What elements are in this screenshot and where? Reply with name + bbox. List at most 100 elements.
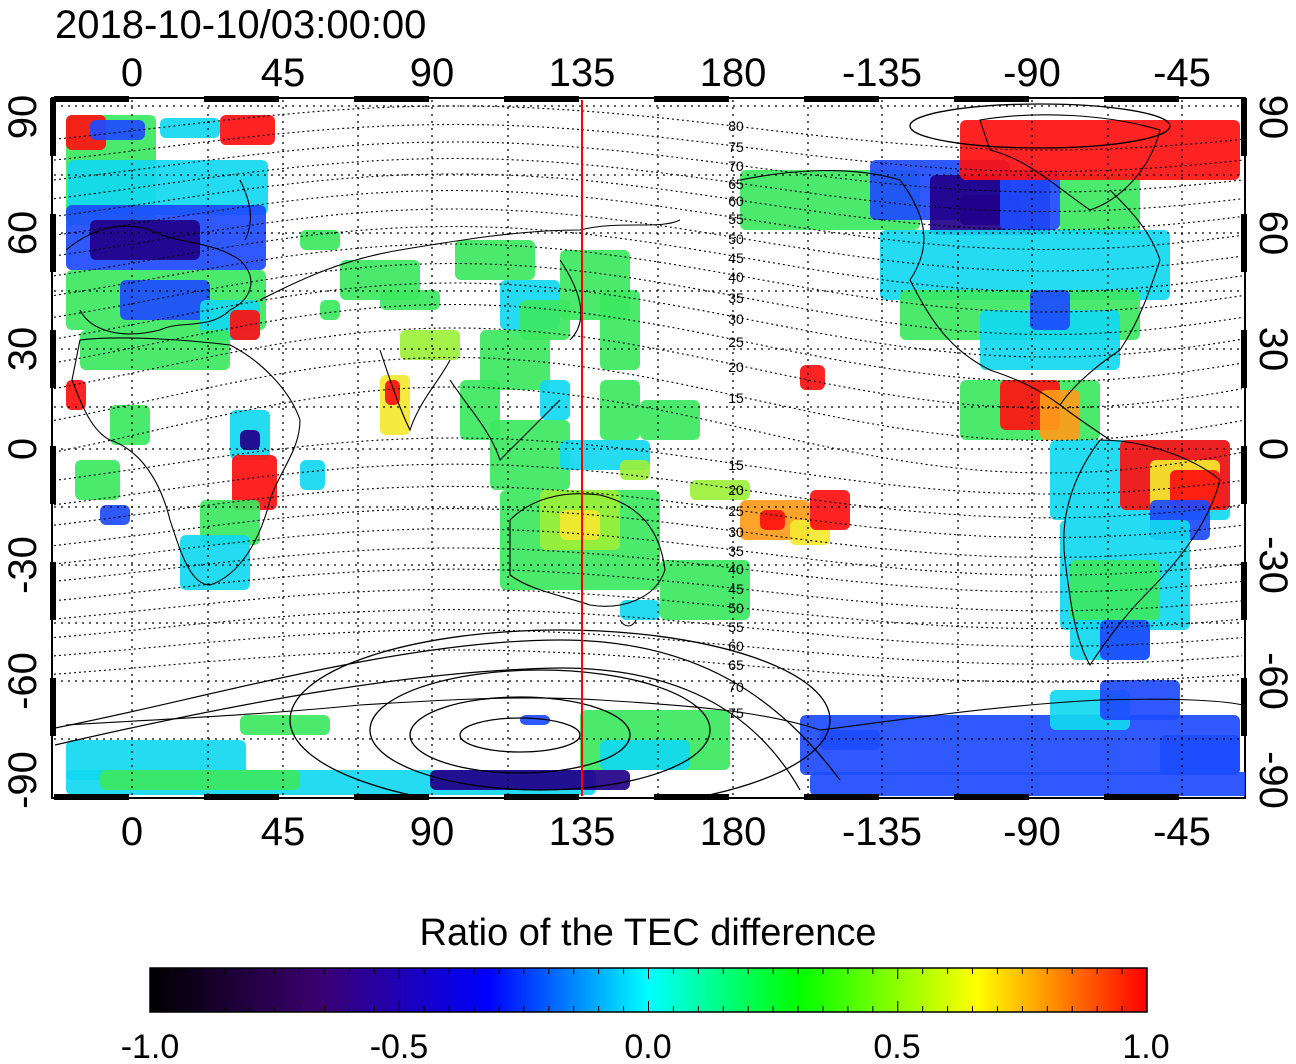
frame-tick	[204, 96, 279, 102]
tec-patch	[75, 460, 120, 500]
tec-patch	[380, 290, 440, 310]
tec-patch	[490, 420, 570, 490]
contour-line	[53, 189, 1243, 251]
contour-line	[53, 123, 1243, 173]
tec-patch	[1060, 175, 1140, 235]
contour-label: 60	[728, 193, 744, 209]
contour-line	[289, 629, 831, 798]
lon-tick-label: -90	[1003, 810, 1061, 854]
tec-patch	[540, 380, 570, 420]
tec-patch	[68, 160, 268, 215]
colorbar-tick-label: -0.5	[370, 1028, 429, 1064]
frame-tick	[954, 794, 1029, 800]
lat-tick-label: -90	[1, 751, 45, 809]
frame-tick	[50, 330, 56, 388]
contour-label: 45	[728, 581, 744, 597]
frame-tick	[954, 96, 1029, 102]
contour-line	[54, 639, 841, 781]
lat-tick-label: 60	[1251, 211, 1295, 256]
tec-patch	[220, 115, 275, 145]
tec-patch	[690, 480, 750, 500]
colorbar-tick-labels: -1.0 -0.5 0.0 0.5 1.0	[121, 1028, 1170, 1064]
tec-patch	[455, 240, 535, 280]
lon-tick-label: 90	[410, 51, 455, 95]
lon-tick-label: -135	[842, 51, 922, 95]
tec-patch	[620, 600, 660, 620]
lon-tick-label: 135	[549, 51, 616, 95]
contour-label: 40	[728, 561, 744, 577]
contour-line	[909, 103, 1171, 149]
contour-line	[53, 105, 1243, 151]
coastline	[71, 337, 301, 586]
magnetic-latitude-contours	[53, 103, 1243, 798]
coastline	[239, 179, 251, 241]
frame-tick	[1104, 96, 1179, 102]
contour-line	[53, 303, 1243, 383]
contour-line	[53, 356, 1243, 442]
frame-tick	[1241, 214, 1247, 272]
tec-patch	[100, 505, 130, 525]
contour-line	[53, 528, 1243, 576]
contour-label: 55	[728, 619, 744, 635]
contour-line	[53, 649, 1243, 683]
contour-line	[53, 508, 1243, 558]
contour-line	[53, 157, 1243, 213]
contour-label: 50	[728, 231, 744, 247]
lon-tick-label: 90	[410, 810, 455, 854]
lat-tick-label: -30	[1251, 536, 1295, 594]
lon-tick-label: 135	[549, 810, 616, 854]
frame-tick	[50, 98, 56, 156]
contour-line	[53, 243, 1243, 313]
contour-line	[53, 568, 1243, 612]
tec-patch	[90, 120, 145, 140]
bottom-longitude-labels: 0 45 90 135 180 -135 -90 -45	[121, 810, 1211, 854]
lat-tick-label: 0	[1, 438, 45, 460]
contour-line	[53, 225, 1243, 293]
frame-tick	[50, 446, 56, 504]
coastlines	[65, 114, 1244, 731]
tec-patch	[320, 300, 340, 320]
contour-line	[53, 208, 1243, 272]
lat-tick-label: 30	[1, 327, 45, 372]
lat-tick-label: 60	[1, 211, 45, 256]
top-longitude-labels: 0 45 90 135 180 -135 -90 -45	[121, 51, 1211, 95]
contour-line	[53, 547, 1243, 593]
frame-tick	[1241, 678, 1247, 736]
tec-patch	[100, 770, 300, 790]
contour-line	[53, 173, 1243, 231]
tec-patch	[1000, 170, 1060, 230]
map-title: 2018-10-10/03:00:00	[55, 3, 426, 47]
contour-line	[53, 609, 1243, 647]
tec-patch	[300, 230, 340, 250]
colorbar-label: Ratio of the TEC difference	[420, 912, 877, 954]
frame-tick	[50, 678, 56, 736]
frame-ticks	[50, 96, 1247, 800]
contour-label: 65	[728, 176, 744, 192]
contour-line	[53, 437, 1243, 495]
lat-tick-label: -90	[1251, 751, 1295, 809]
contour-label: 25	[728, 503, 744, 519]
coastline	[739, 169, 1161, 406]
frame-tick	[504, 96, 579, 102]
coastline	[819, 698, 1244, 731]
tec-patch	[1070, 560, 1160, 620]
tec-patch	[1030, 290, 1070, 330]
tec-patch	[560, 510, 600, 540]
lon-tick-label: -45	[1153, 51, 1211, 95]
tec-patch	[820, 730, 880, 750]
north-contour-labels: 80 75 70 65 60 55 50 45 40 35 30 25 20 1…	[728, 118, 744, 406]
contour-label: 75	[728, 705, 744, 721]
frame-tick	[1241, 562, 1247, 620]
tec-patch	[80, 330, 230, 370]
lat-tick-label: -30	[1, 536, 45, 594]
right-latitude-labels: 90 60 30 0 -30 -60 -90	[1251, 95, 1295, 809]
tec-patch	[600, 380, 640, 440]
coastline	[559, 259, 582, 341]
coastline	[1063, 439, 1221, 667]
contour-label: 25	[728, 334, 744, 350]
tec-patch	[760, 510, 785, 530]
lon-tick-label: 45	[261, 810, 306, 854]
coastline	[259, 219, 681, 301]
coastline	[449, 379, 561, 462]
